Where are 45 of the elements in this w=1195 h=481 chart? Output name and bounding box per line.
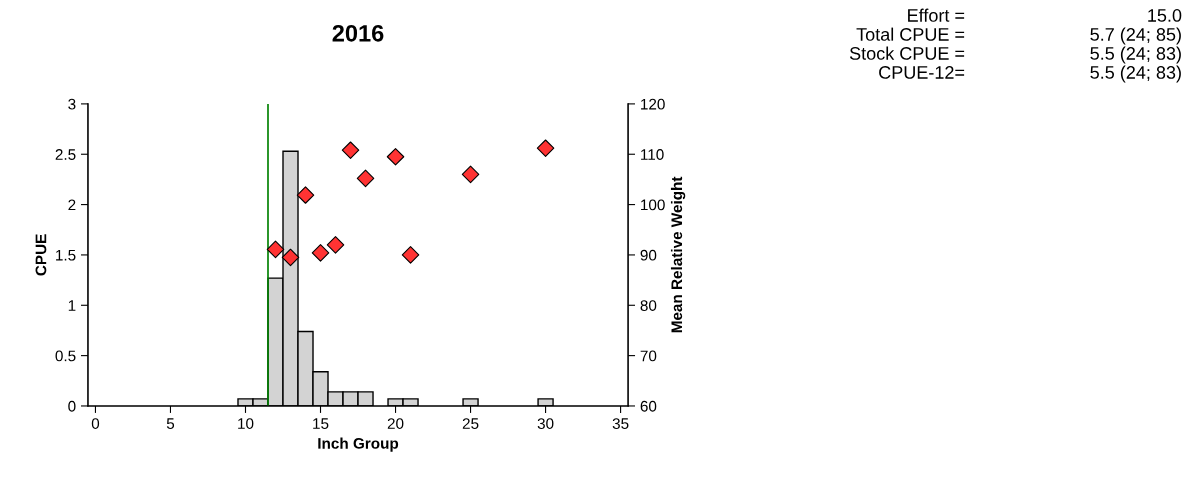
x-axis-title: Inch Group (318, 437, 399, 452)
y2-tick-label: 80 (640, 300, 657, 311)
point (326, 236, 345, 254)
point (536, 139, 555, 157)
x-tick-label: 10 (238, 418, 254, 429)
y2-tick-label: 100 (641, 199, 665, 211)
y2-tick-label: 60 (640, 400, 657, 412)
y-tick-label: 2.5 (55, 149, 76, 160)
x-tick-label: 25 (462, 418, 479, 429)
y2-tick-label: 120 (641, 98, 665, 110)
point (341, 141, 360, 159)
text: 5.5 (24; 83) (1090, 65, 1181, 83)
x-tick-label: 15 (313, 418, 329, 429)
x-tick-label: 5 (166, 418, 175, 429)
point (461, 165, 480, 184)
y-tick-label: 0 (68, 400, 76, 412)
y2-tick-label: 90 (640, 249, 657, 261)
x-tick-label: 35 (612, 418, 629, 429)
text: 5.7 (24; 85) (1090, 27, 1181, 45)
point (401, 246, 420, 264)
y2-axis-title: Mean Relative Weight (670, 176, 686, 333)
point (266, 240, 285, 259)
y-tick-label: 2 (68, 199, 76, 211)
text: 5.5 (24; 83) (1090, 46, 1181, 64)
point (311, 244, 330, 262)
x-tick-label: 30 (537, 418, 554, 429)
x-tick-label: 20 (387, 418, 404, 429)
y-tick-label: 1.5 (56, 249, 76, 261)
point (356, 169, 375, 188)
y2-tick-label: 110 (641, 149, 664, 160)
x-tick-label: 0 (91, 418, 100, 429)
y-tick-label: 0.5 (55, 350, 76, 362)
chart-title: 2016 (332, 24, 384, 42)
y-axis-title: CPUE (35, 234, 47, 276)
text: 15.0 (1148, 9, 1182, 22)
text: CPUE-12= (879, 66, 965, 79)
point (281, 248, 300, 267)
text: Effort = (908, 8, 965, 22)
text: Total CPUE = (856, 27, 965, 41)
y-tick-label: 1 (68, 300, 76, 311)
point (386, 147, 405, 166)
point (296, 186, 315, 204)
text: Stock CPUE = (849, 46, 965, 60)
y-tick-label: 3 (68, 98, 76, 110)
y2-tick-label: 70 (640, 350, 657, 362)
